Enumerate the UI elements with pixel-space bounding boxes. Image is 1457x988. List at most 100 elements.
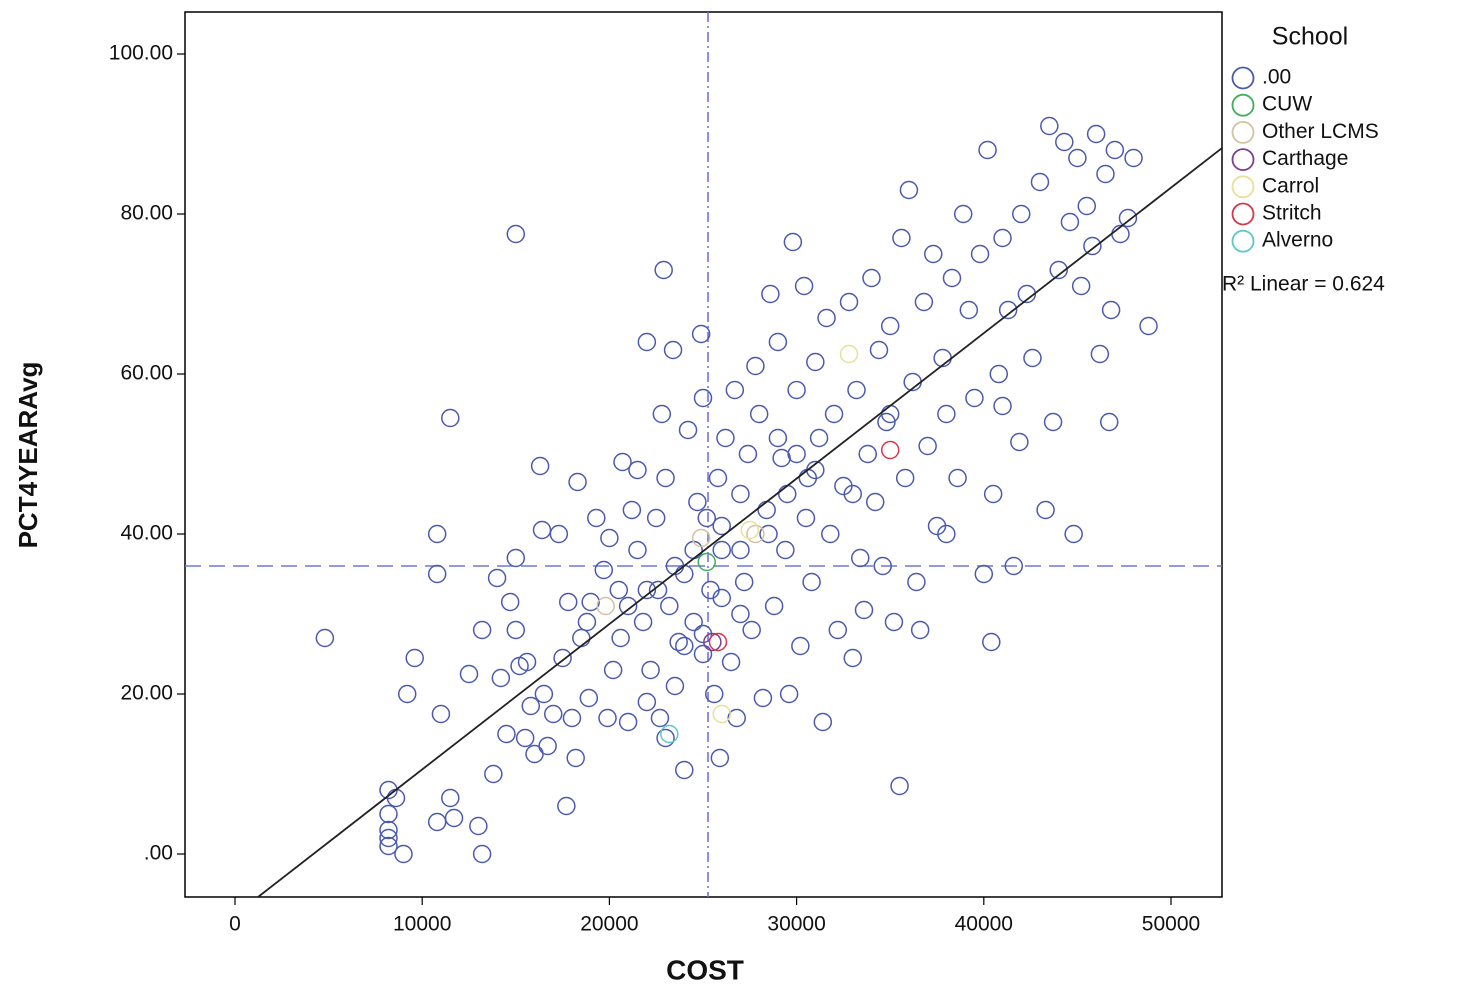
data-point	[491, 668, 511, 688]
data-point	[721, 652, 741, 672]
data-point	[660, 724, 679, 744]
data-point	[1011, 204, 1031, 224]
data-point	[809, 428, 829, 448]
data-point	[712, 704, 731, 724]
legend-marker	[1231, 93, 1255, 117]
data-point	[1030, 172, 1050, 192]
data-point	[1055, 132, 1074, 152]
data-point	[669, 632, 688, 652]
legend-label: Alverno	[1262, 229, 1333, 252]
legend-marker	[1231, 229, 1255, 253]
data-point	[444, 808, 464, 828]
data-point	[937, 404, 956, 424]
data-point	[806, 352, 825, 372]
data-point	[521, 696, 541, 716]
data-point	[618, 596, 638, 616]
data-point	[553, 648, 572, 668]
data-point	[873, 556, 892, 576]
data-point	[441, 408, 460, 428]
data-point	[379, 836, 398, 856]
data-point	[983, 484, 1003, 504]
y-tick-label: 40.00	[120, 522, 173, 545]
data-point	[708, 632, 728, 652]
data-point	[794, 276, 814, 296]
data-point	[1139, 316, 1158, 336]
data-point	[787, 380, 806, 400]
data-point	[847, 380, 866, 400]
data-point	[768, 428, 788, 448]
data-point	[1023, 348, 1042, 368]
data-point	[839, 292, 859, 312]
data-point	[688, 492, 707, 512]
data-point	[1090, 344, 1110, 364]
data-point	[622, 500, 642, 520]
data-point	[379, 828, 398, 848]
data-point	[1064, 524, 1083, 544]
data-point	[817, 308, 836, 328]
data-point	[783, 232, 803, 252]
data-point	[704, 684, 724, 704]
data-point	[982, 632, 1001, 652]
data-point	[776, 540, 795, 560]
legend-label: Carrol	[1262, 174, 1319, 197]
data-point	[517, 652, 537, 672]
data-point	[697, 508, 716, 528]
data-point	[948, 468, 967, 488]
data-point	[637, 580, 657, 600]
y-tick-label: 100.00	[109, 42, 173, 65]
data-point	[851, 548, 870, 568]
data-point	[648, 580, 668, 600]
data-point	[869, 340, 889, 360]
data-point	[693, 644, 713, 664]
data-point	[708, 468, 728, 488]
data-point	[854, 600, 874, 620]
data-point	[427, 812, 447, 832]
data-point	[974, 564, 994, 584]
data-point	[609, 580, 629, 600]
x-axis-label: COST	[666, 954, 744, 985]
data-point	[796, 508, 816, 528]
data-point	[1086, 124, 1106, 144]
data-point	[749, 404, 769, 424]
x-tick-label: 10000	[393, 913, 451, 936]
legend-label: .00	[1262, 66, 1291, 89]
data-point	[880, 440, 900, 460]
data-point	[675, 760, 694, 780]
data-point	[1101, 300, 1121, 320]
data-point	[738, 444, 758, 464]
data-point	[753, 688, 773, 708]
data-point	[791, 636, 810, 656]
data-point	[1010, 432, 1029, 452]
data-point	[543, 704, 563, 724]
data-point	[441, 788, 460, 808]
data-point	[660, 596, 679, 616]
legend-label: Other LCMS	[1262, 120, 1379, 143]
data-point	[1105, 140, 1125, 160]
data-point	[566, 748, 585, 768]
legend-marker	[1231, 202, 1255, 226]
data-point	[594, 560, 614, 580]
data-point	[1099, 412, 1119, 432]
data-point	[1043, 412, 1063, 432]
data-point	[1077, 196, 1097, 216]
data-point	[768, 332, 788, 352]
data-point	[802, 572, 821, 592]
data-point	[828, 620, 848, 640]
data-point	[472, 620, 492, 640]
data-point	[727, 708, 746, 728]
data-point	[937, 524, 956, 544]
data-point	[506, 224, 526, 244]
legend-marker	[1231, 175, 1255, 199]
data-point	[890, 776, 909, 796]
data-point	[740, 520, 760, 540]
data-point	[515, 728, 535, 748]
data-point	[772, 448, 791, 468]
x-tick-label: 30000	[767, 913, 825, 936]
x-tick-label: 20000	[580, 913, 638, 936]
data-point	[665, 676, 685, 696]
data-point	[787, 444, 806, 464]
data-point	[1071, 276, 1091, 296]
data-point	[716, 428, 735, 448]
data-point	[538, 736, 557, 756]
data-point	[611, 628, 630, 648]
